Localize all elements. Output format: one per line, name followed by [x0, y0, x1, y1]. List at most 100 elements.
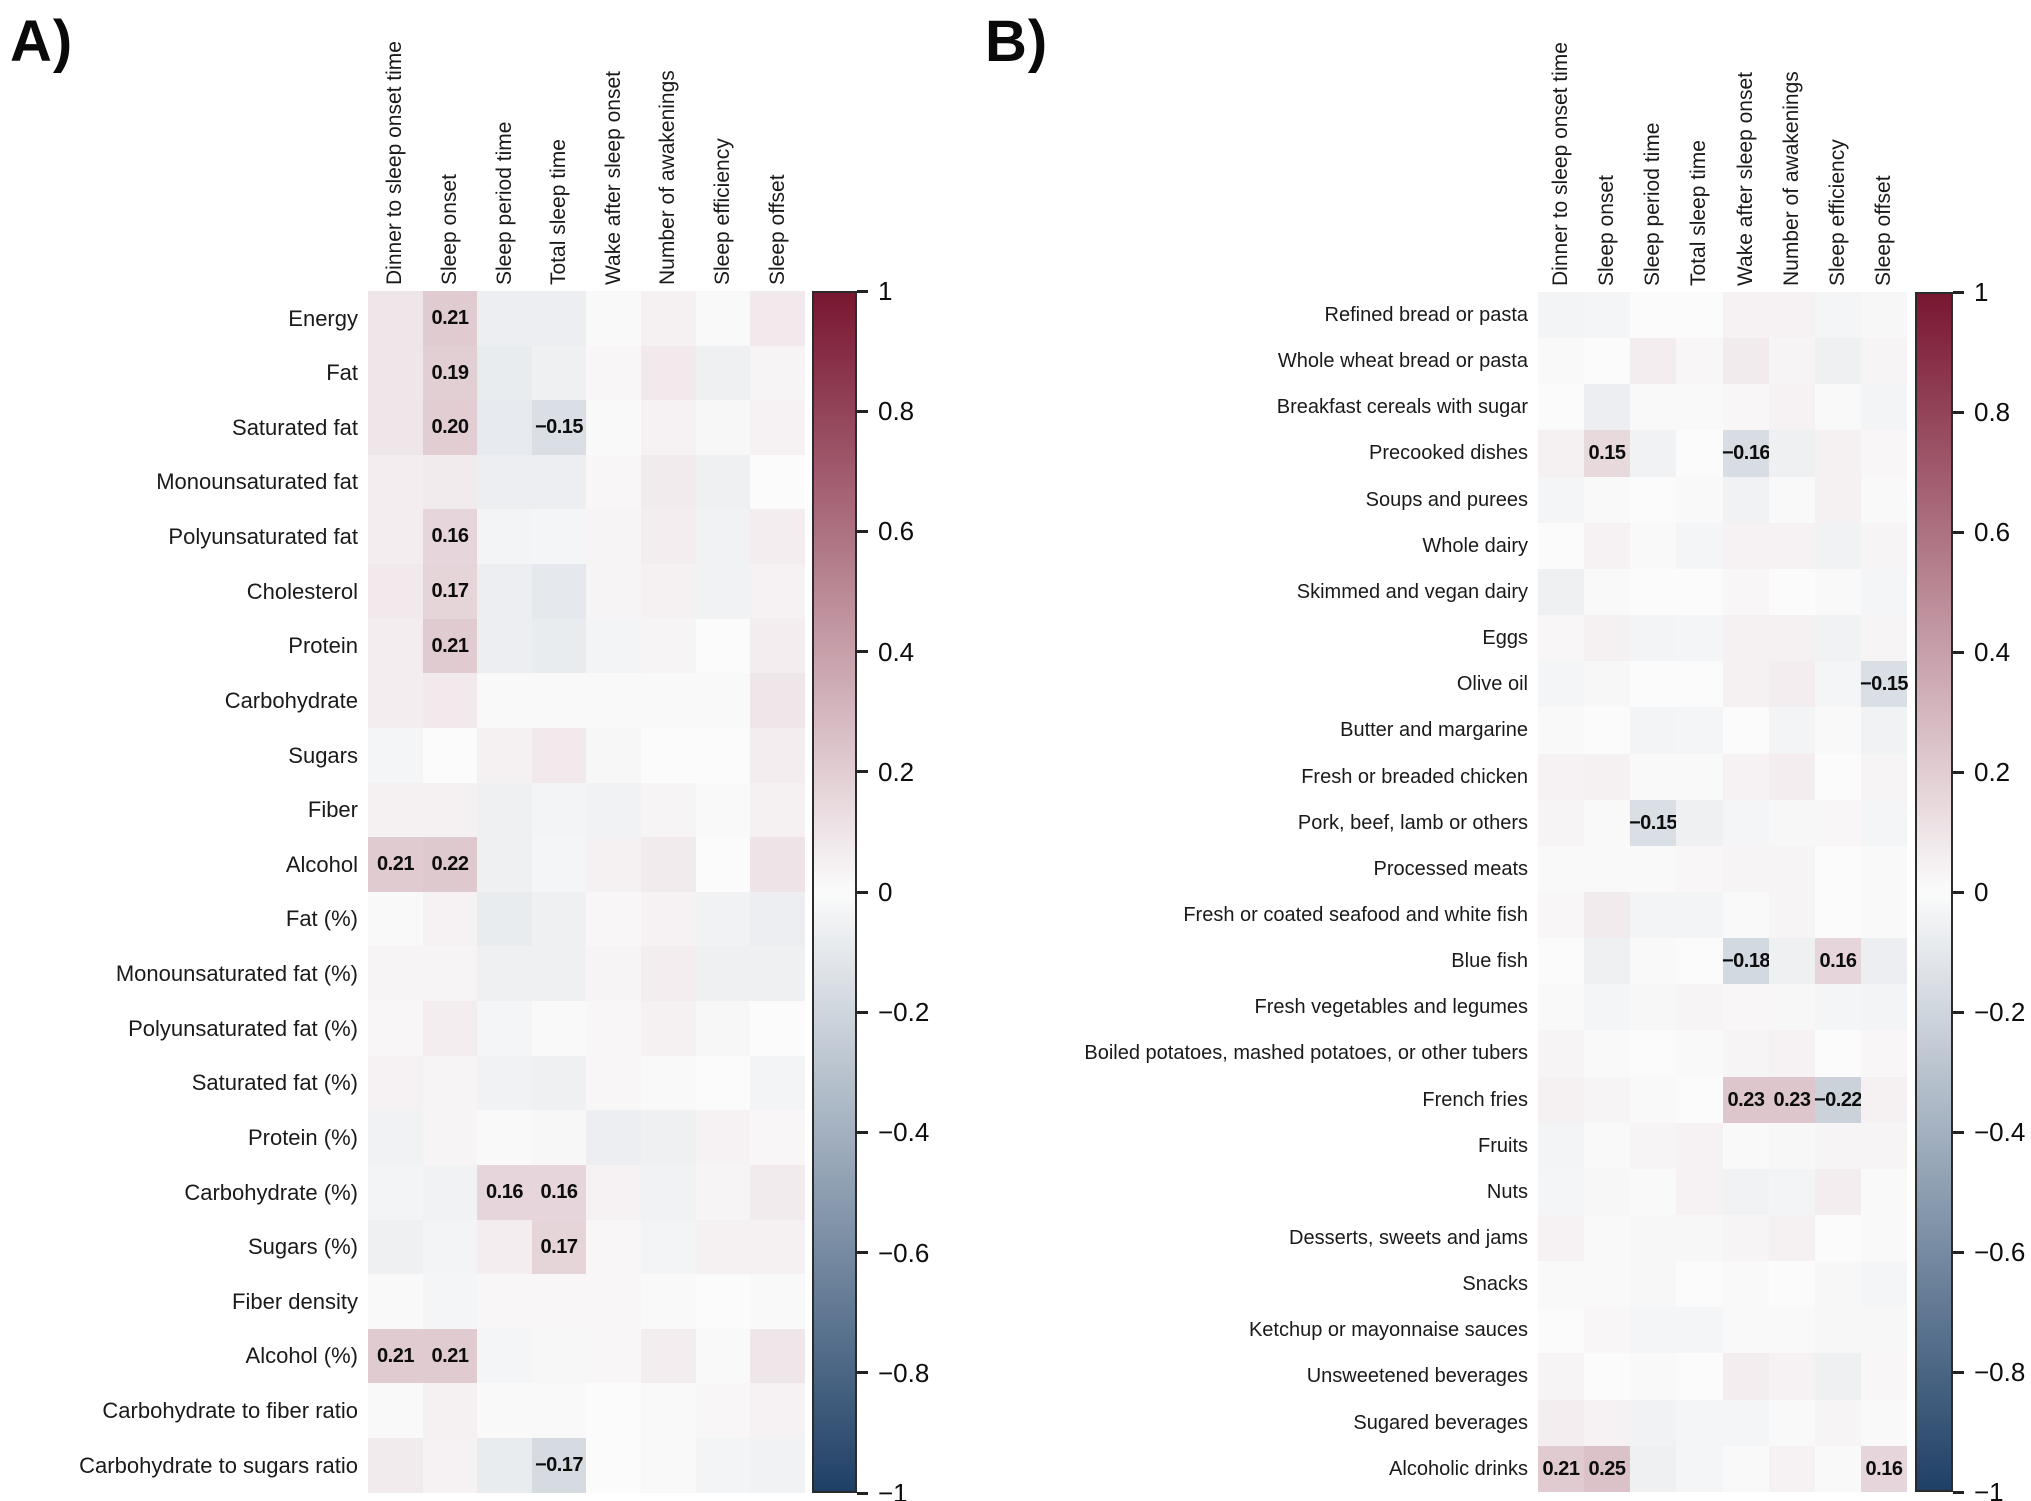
heatmap-cell: [1861, 1307, 1907, 1353]
cell-annotation: 0.21: [377, 853, 414, 875]
heatmap-cell: [586, 728, 641, 783]
heatmap-cell: [1676, 984, 1723, 1030]
heatmap-cell: [1630, 1353, 1676, 1400]
colorbar-tick: [1953, 1490, 1964, 1494]
heatmap-cell: [1815, 569, 1861, 615]
heatmap-cell: [1630, 1307, 1676, 1353]
heatmap-cell: [1769, 661, 1815, 707]
heatmap-cell: [1861, 1123, 1907, 1169]
heatmap-cell: [1584, 477, 1630, 523]
heatmap-cell: 0.16: [532, 1165, 586, 1220]
heatmap-cell: [1538, 754, 1584, 800]
heatmap-cell: [1861, 892, 1907, 938]
heatmap-cell: 0.15: [1584, 430, 1630, 477]
heatmap-cell: [1815, 615, 1861, 661]
heatmap-cell: [1584, 800, 1630, 846]
heatmap-cell: [423, 1110, 477, 1165]
heatmap-cell: [477, 619, 532, 673]
cell-annotation: 0.16: [1865, 1457, 1903, 1480]
cell-annotation: 0.16: [431, 525, 469, 547]
heatmap-cell: [586, 1383, 641, 1438]
heatmap-cell: [532, 1056, 586, 1110]
colorbar-tick-label: 0.6: [878, 516, 915, 547]
heatmap-cell: [641, 455, 696, 509]
heatmap-cell: [532, 837, 586, 892]
heatmap-cell: [1538, 1077, 1584, 1123]
heatmap-cell: [477, 1001, 532, 1056]
heatmap-cell: [532, 455, 586, 509]
heatmap-cell: [1538, 1400, 1584, 1446]
cell-annotation: −0.22: [1813, 1088, 1863, 1111]
heatmap-cell: [368, 1274, 423, 1329]
heatmap-cell: [477, 400, 532, 455]
col-header: Sleep onset: [1595, 175, 1619, 286]
heatmap-cell: [1630, 569, 1676, 615]
heatmap-cell: [1815, 1353, 1861, 1400]
heatmap-cell: [532, 509, 586, 564]
heatmap-cell: [750, 291, 805, 346]
heatmap-cell: [750, 455, 805, 509]
col-header: Sleep efficiency: [1825, 139, 1849, 286]
heatmap-cell: [1723, 1030, 1769, 1077]
heatmap-cell: [750, 946, 805, 1001]
colorbar-tick-label: −0.6: [878, 1237, 930, 1268]
heatmap-cell: [1815, 1307, 1861, 1353]
colorbar-tick-label: −0.4: [878, 1117, 930, 1148]
heatmap-cell: 0.16: [1815, 938, 1861, 984]
heatmap-cell: [477, 1220, 532, 1274]
heatmap-cell: [696, 837, 750, 892]
heatmap-cell: [1769, 338, 1815, 384]
heatmap-cell: 0.21: [368, 1329, 423, 1383]
heatmap-cell: [1723, 1261, 1769, 1307]
heatmap-cell: [696, 1001, 750, 1056]
heatmap-cell: [1676, 707, 1723, 754]
heatmap-cell: [1538, 1169, 1584, 1215]
heatmap-cell: [1630, 1215, 1676, 1261]
heatmap-cell: [1861, 569, 1907, 615]
heatmap-cell: [1630, 984, 1676, 1030]
heatmap-cell: −0.22: [1813, 1077, 1863, 1123]
heatmap-cell: [1815, 1261, 1861, 1307]
heatmap-cell: 0.23: [1723, 1077, 1769, 1123]
heatmap-cell: [1769, 938, 1815, 984]
cell-annotation: 0.21: [1542, 1457, 1580, 1480]
colorbar-tick-label: −0.2: [878, 997, 930, 1028]
heatmap-cell: [1861, 1077, 1907, 1123]
row-label: Saturated fat (%): [191, 1070, 358, 1095]
heatmap-cell: [368, 1001, 423, 1056]
heatmap-cell: [477, 1056, 532, 1110]
heatmap-cell: [1630, 661, 1676, 707]
heatmap-cell: [368, 673, 423, 728]
cell-annotation: 0.15: [1588, 442, 1626, 464]
heatmap-cell: [1676, 846, 1723, 892]
colorbar-tick: [857, 1010, 868, 1014]
heatmap-cell: [1861, 384, 1907, 430]
colorbar-tick: [857, 1130, 868, 1134]
heatmap-cell: [1584, 615, 1630, 661]
heatmap-cell: [1815, 800, 1861, 846]
panel-a-letter: A): [10, 9, 74, 74]
heatmap-cell: [532, 619, 586, 673]
heatmap-cell: [1538, 1123, 1584, 1169]
heatmap-cell: [1723, 1307, 1769, 1353]
heatmap-cell: [1769, 292, 1815, 338]
cell-annotation: 0.20: [431, 416, 469, 438]
heatmap-cell: 0.16: [477, 1165, 532, 1220]
heatmap-cell: [1676, 523, 1723, 569]
heatmap-cell: [1861, 707, 1907, 754]
heatmap-cell: [1538, 615, 1584, 661]
heatmap-cell: [586, 1056, 641, 1110]
colorbar-tick: [1953, 650, 1964, 654]
heatmap-cell: [1861, 984, 1907, 1030]
heatmap-cell: [1723, 1400, 1769, 1446]
heatmap-cell: [641, 728, 696, 783]
heatmap-cell: −0.15: [1629, 800, 1678, 846]
heatmap-cell: [1676, 384, 1723, 430]
heatmap-cell: [1676, 1169, 1723, 1215]
heatmap-cell: [368, 1383, 423, 1438]
heatmap-cell: [1723, 1353, 1769, 1400]
heatmap-cell: [1769, 1446, 1815, 1492]
heatmap-cell: [1584, 1353, 1630, 1400]
heatmap-cell: [1538, 846, 1584, 892]
heatmap-cell: [1584, 1215, 1630, 1261]
